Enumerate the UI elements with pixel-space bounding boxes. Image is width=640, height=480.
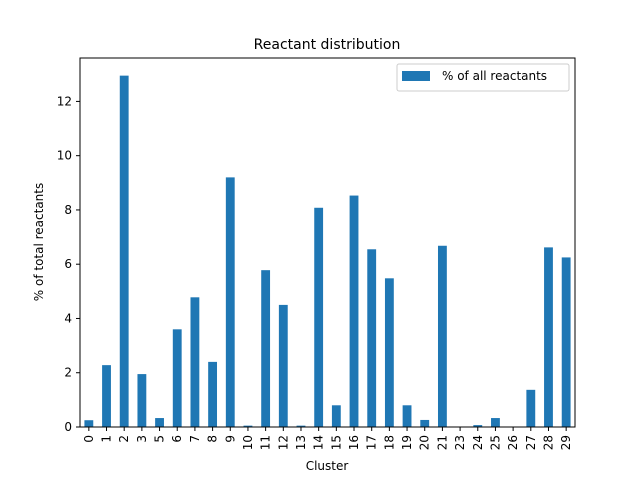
- x-tick-label: 14: [312, 435, 326, 450]
- bar-cluster-25: [491, 418, 500, 427]
- bar-cluster-8: [208, 361, 218, 427]
- bar-cluster-2: [119, 75, 129, 427]
- y-tick-label: 10: [57, 149, 72, 163]
- bar-cluster-0: [84, 420, 94, 427]
- x-tick-label: 29: [559, 435, 573, 450]
- bar-cluster-6: [172, 329, 182, 427]
- x-tick-label: 20: [418, 435, 432, 450]
- y-axis-label: % of total reactants: [32, 183, 46, 301]
- bar-cluster-28: [544, 247, 553, 427]
- legend-frame: [396, 63, 570, 92]
- bar-cluster-14: [314, 207, 324, 427]
- chart-title: Reactant distribution: [254, 37, 401, 53]
- x-tick-label: 17: [365, 435, 379, 450]
- x-tick-label: 0: [82, 435, 96, 443]
- bar-cluster-21: [437, 245, 447, 427]
- bar-cluster-9: [225, 177, 235, 427]
- x-tick-label: 7: [188, 435, 202, 443]
- bar-cluster-18: [384, 278, 394, 427]
- bars-group: [84, 75, 571, 427]
- y-tick-label: 12: [57, 94, 72, 108]
- bar-cluster-7: [190, 297, 200, 427]
- x-tick-label: 28: [541, 435, 555, 450]
- x-tick-label: 27: [524, 435, 538, 450]
- x-tick-label: 1: [100, 435, 114, 443]
- y-tick-label: 2: [64, 366, 72, 380]
- x-tick-label: 2: [117, 435, 131, 443]
- y-tick-label: 4: [64, 311, 72, 325]
- x-tick-label: 23: [453, 435, 467, 450]
- bar-cluster-17: [367, 249, 377, 427]
- x-tick-label: 9: [223, 435, 237, 443]
- bar-cluster-24: [473, 425, 483, 427]
- x-tick-label: 16: [347, 435, 361, 450]
- x-tick-label: 19: [400, 435, 414, 450]
- x-tick-label: 18: [382, 435, 396, 450]
- x-axis-label: Cluster: [306, 459, 349, 473]
- y-ticks-group: 0 2 4 6 8 10 12: [57, 94, 80, 434]
- x-tick-label: 6: [170, 435, 184, 443]
- x-tick-label: 15: [329, 435, 343, 450]
- x-tick-label: 5: [153, 435, 167, 443]
- bar-cluster-1: [102, 365, 111, 427]
- bar-cluster-19: [402, 405, 412, 427]
- bar-cluster-3: [137, 374, 147, 427]
- legend: % of all reactants: [396, 63, 570, 92]
- bar-cluster-27: [526, 389, 536, 427]
- bar-cluster-20: [420, 419, 430, 427]
- y-tick-label: 8: [64, 203, 72, 217]
- bar-cluster-11: [261, 270, 271, 427]
- legend-swatch: [402, 71, 430, 81]
- bar-cluster-15: [331, 405, 341, 427]
- x-tick-label: 26: [506, 435, 520, 450]
- x-tick-label: 8: [206, 435, 220, 443]
- bar-cluster-13: [296, 425, 306, 427]
- x-tick-label: 13: [294, 435, 308, 450]
- y-tick-label: 6: [64, 257, 72, 271]
- x-tick-label: 24: [471, 435, 485, 450]
- x-tick-label: 12: [276, 435, 290, 450]
- bar-cluster-5: [155, 418, 164, 427]
- bar-cluster-12: [278, 304, 288, 427]
- bar-cluster-16: [349, 195, 359, 427]
- bar-cluster-10: [243, 425, 253, 427]
- bar-cluster-29: [561, 257, 571, 427]
- x-ticks-group: 0 1 2 3 5 6 7 8 9 10 11 12 13 14 15 16 17 18 19 20 21 23 24 25 2…: [82, 427, 573, 450]
- x-tick-label: 25: [488, 435, 502, 450]
- plot-frame: [79, 57, 576, 428]
- x-tick-label: 21: [435, 435, 449, 450]
- x-tick-label: 3: [135, 435, 149, 443]
- x-tick-label: 10: [241, 435, 255, 450]
- legend-label: % of all reactants: [442, 69, 547, 83]
- x-tick-label: 11: [259, 435, 273, 450]
- y-tick-label: 0: [64, 420, 72, 434]
